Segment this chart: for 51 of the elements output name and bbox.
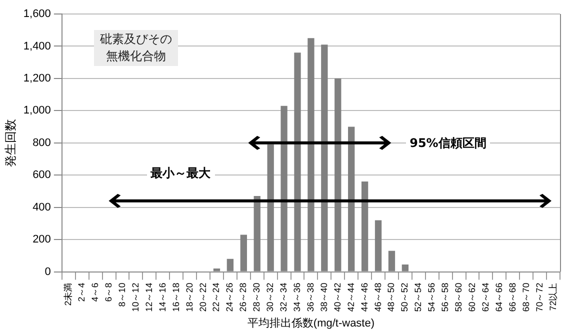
x-tick-label: 10～12 bbox=[130, 282, 140, 312]
x-tick-label: 2～4 bbox=[76, 282, 87, 302]
x-tick-label: 58～60 bbox=[454, 282, 464, 312]
annotation: 最小～最大 bbox=[146, 164, 215, 181]
x-tick-label: 2未満 bbox=[63, 282, 74, 306]
y-tick-label: 1,000 bbox=[23, 104, 51, 117]
annotation: 95%信頼区間 bbox=[406, 134, 490, 151]
y-tick-label: 0 bbox=[44, 266, 51, 278]
x-tick-label: 38～40 bbox=[318, 282, 329, 312]
x-tick-label: 64～66 bbox=[494, 282, 504, 312]
x-tick-label: 50～52 bbox=[400, 282, 410, 312]
x-tick-label: 72以上 bbox=[548, 282, 558, 311]
x-tick-label: 70～72 bbox=[534, 282, 544, 312]
x-tick-label: 6～8 bbox=[104, 282, 114, 302]
x-tick-label: 16～18 bbox=[170, 282, 181, 312]
x-tick-label: 28～30 bbox=[252, 282, 262, 312]
x-tick-label: 4～6 bbox=[90, 282, 100, 302]
x-tick-label: 56～58 bbox=[440, 282, 450, 312]
x-tick-label: 60～62 bbox=[466, 282, 477, 312]
y-tick-label: 1,400 bbox=[23, 40, 51, 52]
x-tick-label: 26～28 bbox=[238, 282, 248, 312]
x-tick-label: 18～20 bbox=[184, 282, 194, 312]
x-tick-label: 66～68 bbox=[507, 282, 518, 312]
y-tick-label: 200 bbox=[32, 234, 51, 246]
x-tick-label: 8～10 bbox=[116, 282, 127, 307]
text: 砒素及びその無機化合物 bbox=[94, 30, 178, 66]
x-tick-label: 12～14 bbox=[144, 282, 154, 312]
x-tick-label: 46～48 bbox=[372, 282, 383, 312]
x-tick-label: 24～26 bbox=[224, 282, 235, 312]
y-tick-label: 400 bbox=[32, 201, 51, 214]
y-tick-label: 800 bbox=[32, 136, 51, 149]
y-tick-label: 1,200 bbox=[23, 72, 51, 84]
x-tick-label: 42～44 bbox=[346, 282, 356, 312]
x-tick-label: 14～16 bbox=[157, 282, 168, 312]
x-tick-label: 34～36 bbox=[292, 282, 302, 312]
x-tick-label: 40～42 bbox=[332, 282, 342, 312]
y-axis-title: 発生回数 bbox=[4, 118, 18, 167]
x-tick-label: 32～34 bbox=[278, 282, 289, 312]
x-tick-label: 52～54 bbox=[413, 282, 424, 312]
y-tick-label: 600 bbox=[32, 169, 51, 182]
x-axis-title: 平均排出係数(mg/t-waste) bbox=[247, 316, 375, 330]
y-tick-label: 1,600 bbox=[23, 8, 51, 20]
x-tick-label: 20～22 bbox=[198, 282, 208, 312]
x-tick-label: 54～56 bbox=[426, 282, 437, 312]
x-tick-label: 22～24 bbox=[211, 282, 222, 312]
x-tick-label: 36～38 bbox=[305, 282, 316, 312]
x-tick-label: 30～32 bbox=[265, 282, 276, 312]
x-tick-label: 48～50 bbox=[386, 282, 396, 312]
x-tick-label: 62～64 bbox=[480, 282, 490, 312]
x-tick-label: 68～70 bbox=[520, 282, 531, 312]
x-tick-label: 44～46 bbox=[359, 282, 370, 312]
